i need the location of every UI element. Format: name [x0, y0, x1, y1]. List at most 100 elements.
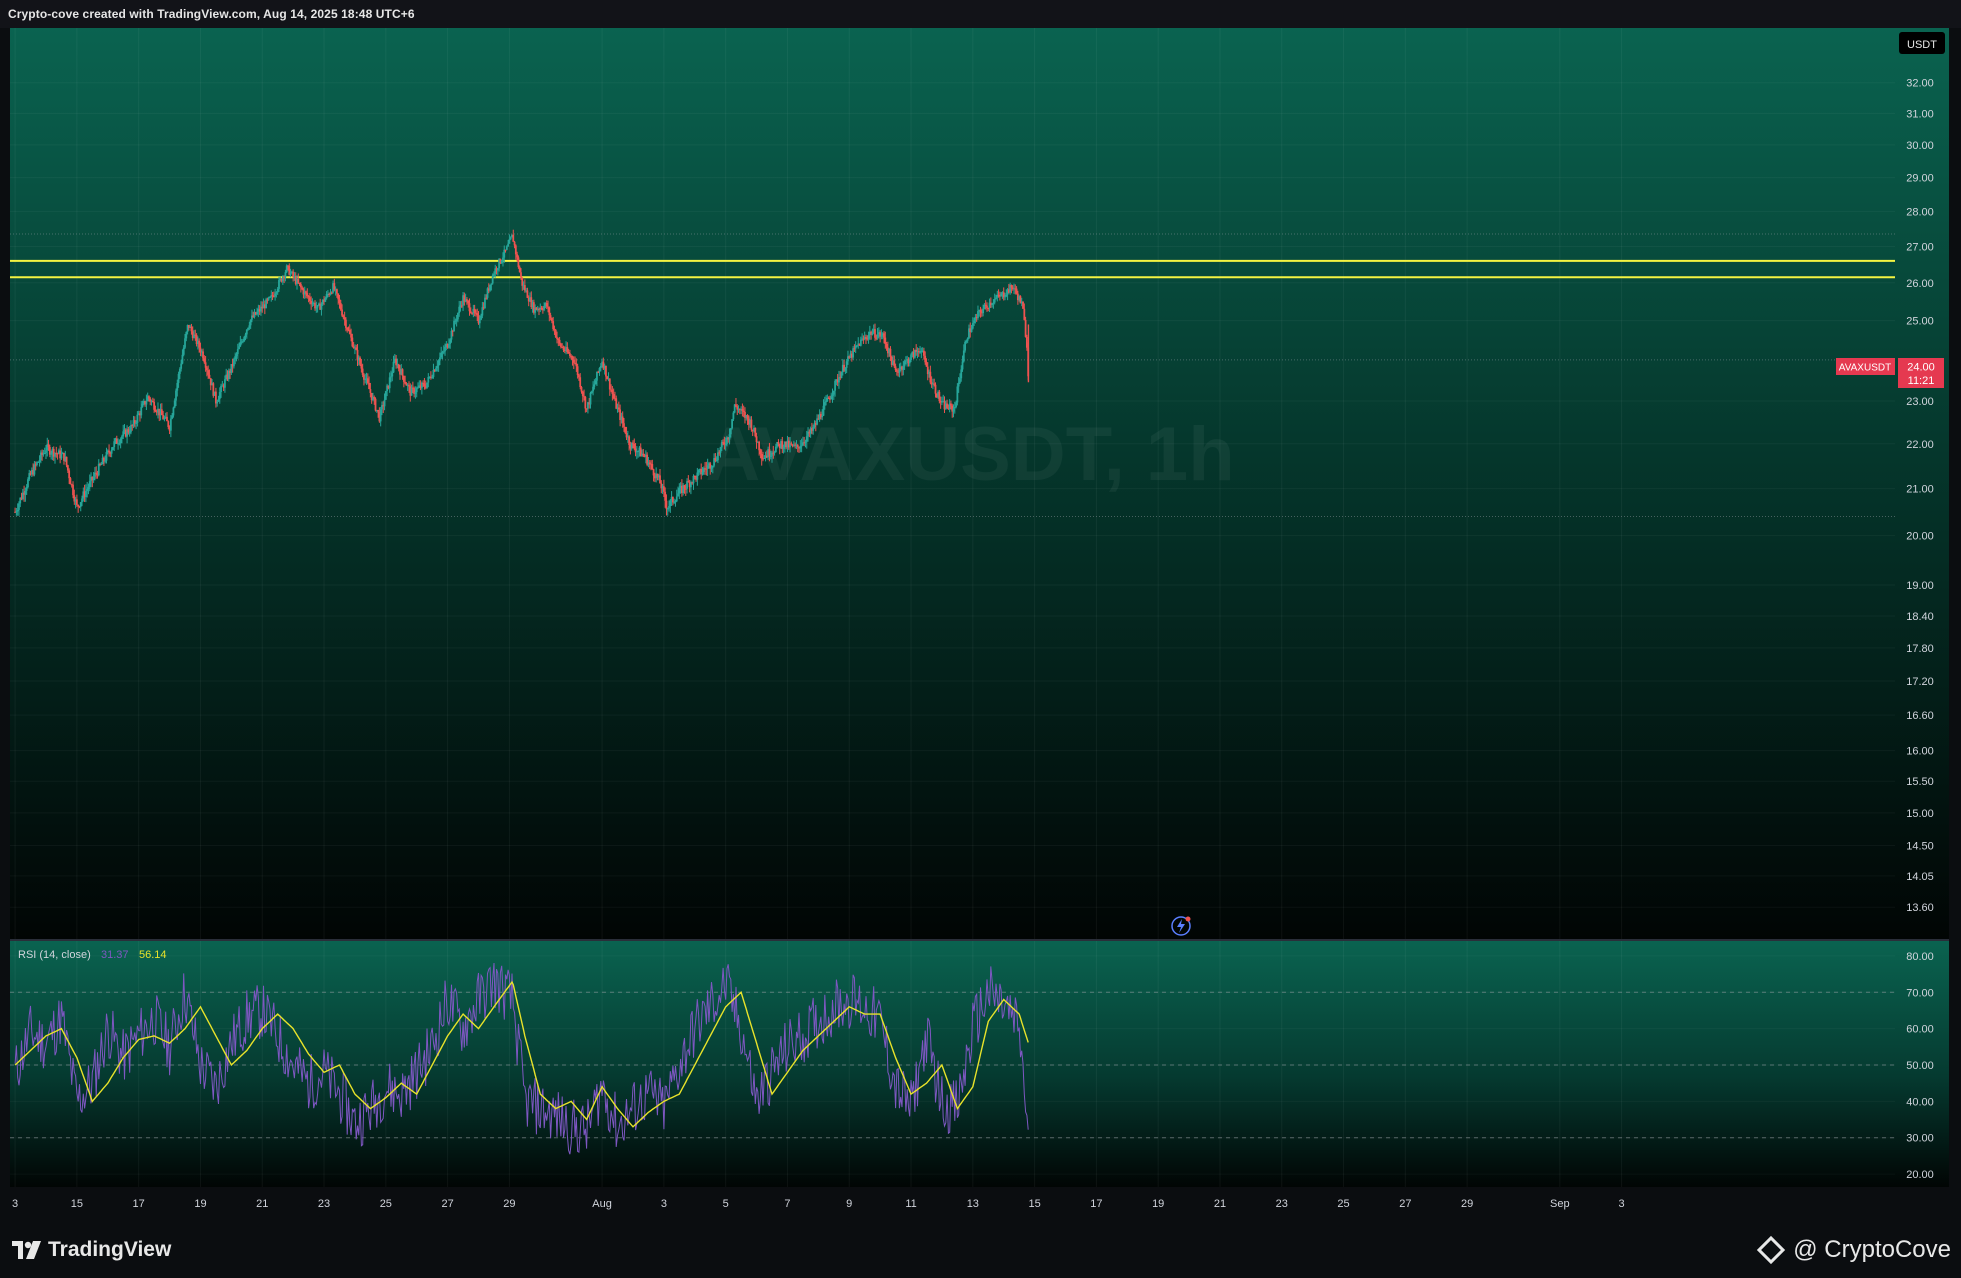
- candle-body: [812, 427, 815, 431]
- chart-caption: Crypto-cove created with TradingView.com…: [8, 7, 415, 21]
- candle-body: [187, 324, 190, 328]
- candle-body: [235, 354, 238, 357]
- candle-body: [535, 307, 538, 311]
- candle-body: [269, 296, 271, 298]
- candle-body: [124, 429, 127, 437]
- candle-body: [903, 361, 906, 367]
- candle-body: [281, 276, 284, 282]
- candle-body: [789, 443, 791, 448]
- candle-body: [251, 315, 253, 320]
- candle-body: [469, 311, 472, 314]
- candle-body: [256, 311, 258, 315]
- candle-body: [446, 344, 449, 348]
- candle-body: [741, 408, 744, 411]
- candle-body: [114, 438, 117, 442]
- candle-body: [28, 473, 31, 480]
- x-tick-label: 15: [1028, 1198, 1040, 1210]
- rsi-axis[interactable]: 80.00 70.00 60.00 50.00 40.00 30.00 20.00: [1906, 951, 1934, 1181]
- candle-body: [647, 462, 650, 465]
- candle-body: [556, 337, 558, 339]
- candle-body: [997, 294, 1000, 296]
- candle-body: [588, 402, 591, 405]
- x-tick-label: 29: [1461, 1198, 1473, 1210]
- candle-body: [184, 338, 186, 348]
- candle-body: [751, 429, 754, 431]
- candle-body: [238, 346, 240, 350]
- candle-body: [409, 386, 412, 396]
- candle-body: [270, 295, 273, 297]
- price-axis[interactable]: 32.00 31.00 30.00 29.00 28.00 27.00 26.00 25.00…: [1906, 78, 1934, 915]
- x-tick-label: 21: [1214, 1198, 1226, 1210]
- currency-badge[interactable]: USDT: [1899, 32, 1945, 54]
- candle-body: [167, 421, 170, 428]
- candle-body: [691, 482, 694, 484]
- candle-body: [651, 463, 654, 470]
- candle-body: [771, 452, 773, 456]
- candle-body: [329, 292, 332, 295]
- candle-body: [115, 438, 118, 444]
- candle-body: [141, 403, 144, 408]
- candle-body: [1011, 287, 1014, 289]
- candle-body: [892, 360, 894, 365]
- lightning-icon[interactable]: [1171, 916, 1191, 936]
- x-tick-label: 25: [380, 1198, 392, 1210]
- candle-body: [287, 265, 289, 267]
- price-tick-label: 21.00: [1906, 484, 1934, 496]
- candle-body: [866, 338, 869, 340]
- candle-body: [947, 407, 950, 410]
- trading-chart[interactable]: AVAXUSDT, 1h 32.00 31.00 30.00 29.00 28.00 27…: [0, 28, 1961, 1218]
- candle-body: [898, 369, 901, 373]
- candle-body: [348, 330, 351, 334]
- candle-body: [149, 398, 152, 402]
- candle-body: [679, 485, 682, 488]
- candle-body: [959, 378, 961, 383]
- rsi-pane-background: [10, 941, 1949, 1187]
- candle-body: [236, 349, 239, 355]
- candle-body: [222, 385, 225, 388]
- rsi-tick-label: 70.00: [1906, 987, 1934, 999]
- candle-body: [966, 338, 969, 341]
- candle-body: [448, 343, 450, 348]
- candle-body: [772, 452, 775, 454]
- candle-body: [437, 360, 440, 366]
- candle-body: [774, 446, 777, 453]
- candle-body: [494, 268, 497, 274]
- candle-body: [1009, 284, 1012, 293]
- candle-body: [580, 387, 583, 392]
- candle-body: [211, 383, 213, 386]
- candle-body: [590, 391, 593, 393]
- candle-body: [585, 408, 588, 410]
- candle-body: [979, 310, 982, 313]
- x-tick-label: Aug: [592, 1198, 612, 1210]
- candle-body: [65, 456, 68, 466]
- countdown-label: 11:21: [1908, 375, 1935, 387]
- candle-body: [212, 383, 215, 396]
- candle-body: [664, 491, 667, 501]
- cryptocove-logo[interactable]: @ CryptoCove: [1757, 1235, 1951, 1265]
- candle-body: [836, 379, 839, 383]
- candle-body: [123, 429, 126, 432]
- candle-body: [388, 377, 391, 389]
- candle-body: [63, 452, 65, 461]
- last-price-tag-bg: [1898, 358, 1944, 388]
- candle-body: [1002, 292, 1005, 298]
- tradingview-logo[interactable]: TradingView: [12, 1238, 171, 1262]
- candle-body: [973, 320, 976, 324]
- candle-body: [790, 443, 793, 445]
- candle-body: [755, 436, 758, 443]
- candle-body: [90, 476, 92, 482]
- candle-body: [638, 447, 641, 452]
- rsi-legend[interactable]: RSI (14, close) 31.37 56.14: [18, 949, 167, 961]
- candles: [14, 229, 1030, 516]
- time-axis[interactable]: 3 15 17 19 21 23 25 27 29 Aug 3 5 7 9 11 13 15 17 19 21 23 25…: [12, 1198, 1625, 1210]
- candle-body: [495, 268, 498, 271]
- candle-body: [73, 495, 76, 502]
- candle-body: [51, 448, 54, 454]
- candle-body: [549, 315, 552, 319]
- candle-body: [337, 293, 340, 300]
- candle-body: [938, 391, 941, 401]
- candle-body: [1016, 293, 1019, 301]
- candle-body: [655, 473, 658, 479]
- candle-body: [816, 418, 818, 425]
- price-tick-label: 23.00: [1906, 396, 1934, 408]
